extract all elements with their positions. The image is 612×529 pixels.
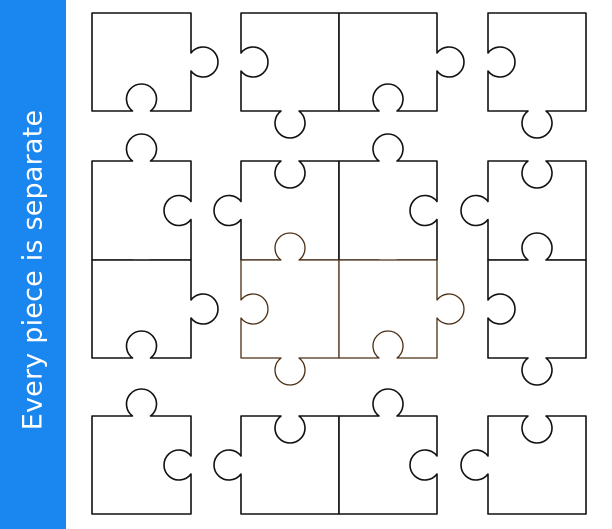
piece-r3-c3 bbox=[338, 259, 465, 359]
piece-r1-c4 bbox=[487, 12, 587, 139]
piece-r3-c4 bbox=[487, 232, 587, 386]
side-banner: Every piece is separate bbox=[0, 0, 66, 529]
piece-r4-c4 bbox=[460, 415, 587, 515]
piece-r3-c1 bbox=[91, 259, 219, 359]
piece-r1-c1 bbox=[91, 12, 219, 112]
piece-r4-c2 bbox=[213, 415, 340, 515]
piece-r1-c3 bbox=[338, 12, 465, 112]
piece-r4-c3 bbox=[338, 388, 438, 515]
piece-r1-c2 bbox=[240, 12, 340, 139]
piece-r3-c2 bbox=[240, 232, 340, 386]
piece-r4-c1 bbox=[91, 388, 192, 515]
